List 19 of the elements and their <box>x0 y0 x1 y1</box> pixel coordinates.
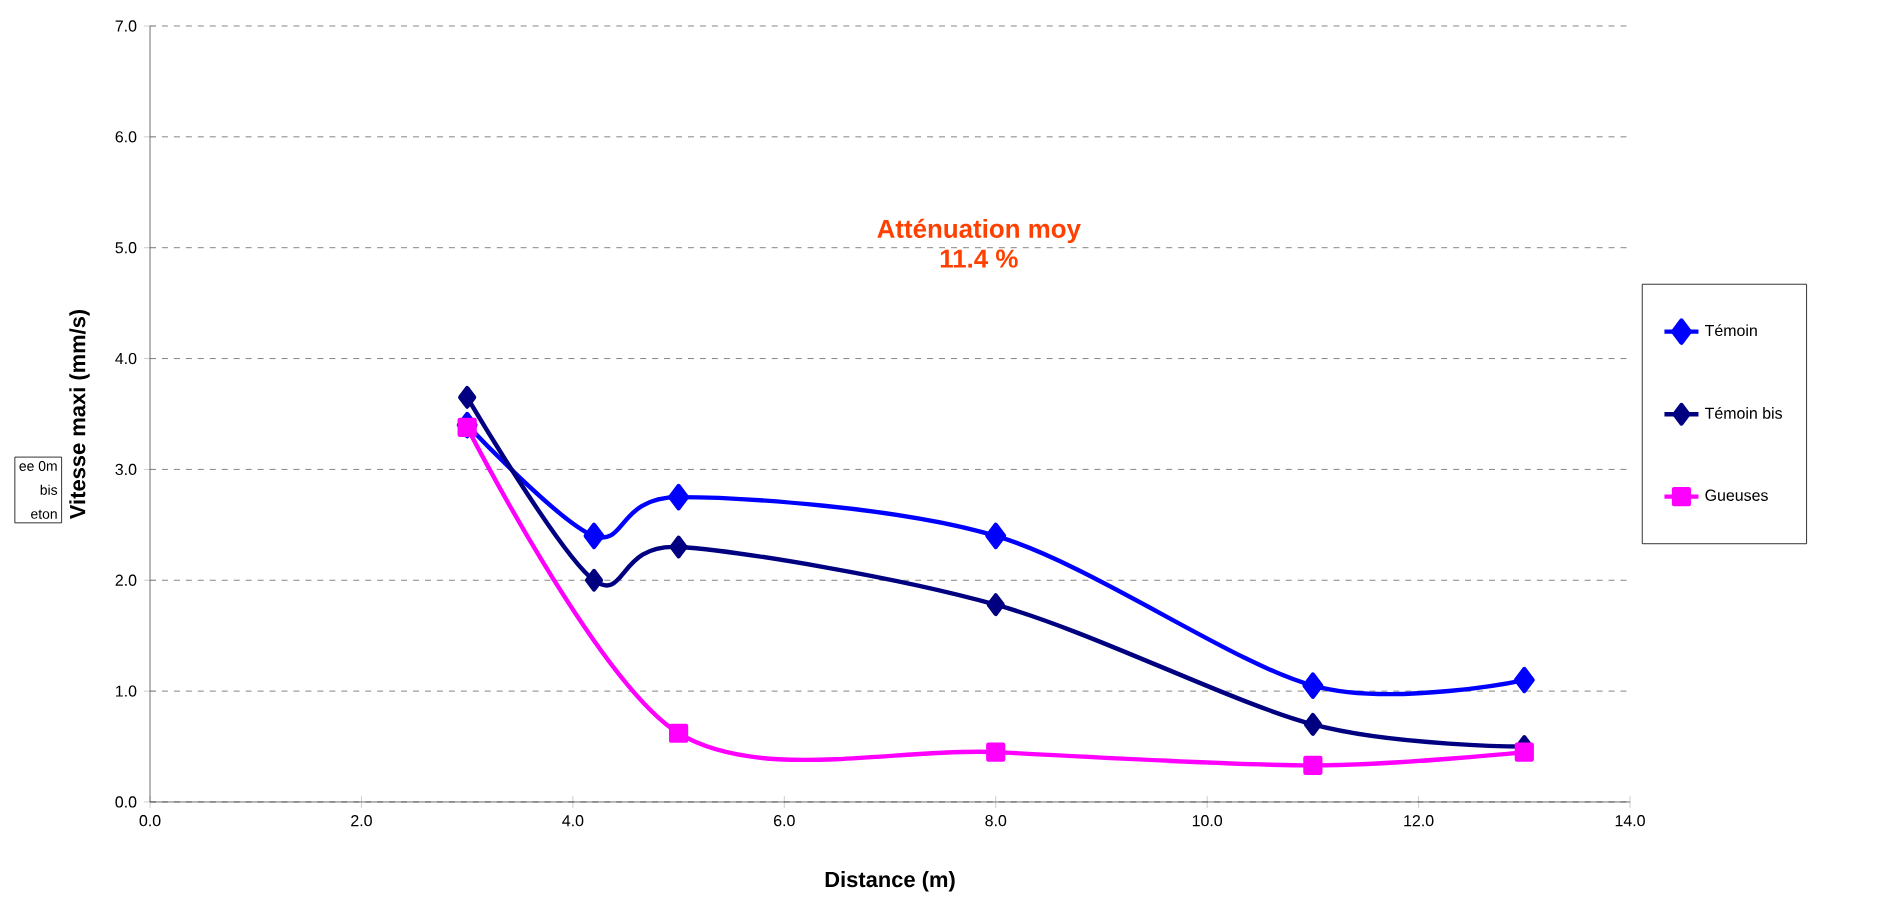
point <box>669 535 688 559</box>
point <box>668 483 690 511</box>
point <box>1513 666 1535 694</box>
annotation: 11.4 % <box>940 249 1018 268</box>
point <box>985 522 1007 550</box>
point <box>458 385 477 409</box>
x-axis-title: Distance (m) <box>825 871 955 892</box>
point <box>457 417 477 437</box>
point <box>584 568 604 592</box>
point <box>668 723 689 743</box>
y-axis-title: Vitesse maxi (mm/s) <box>69 309 90 519</box>
point <box>583 522 605 550</box>
point <box>986 593 1005 617</box>
point <box>1303 712 1322 736</box>
point <box>1303 755 1323 775</box>
point <box>1514 742 1534 762</box>
point <box>986 742 1006 762</box>
annotation: Atténuation moy <box>877 218 1081 244</box>
point <box>1302 672 1324 699</box>
